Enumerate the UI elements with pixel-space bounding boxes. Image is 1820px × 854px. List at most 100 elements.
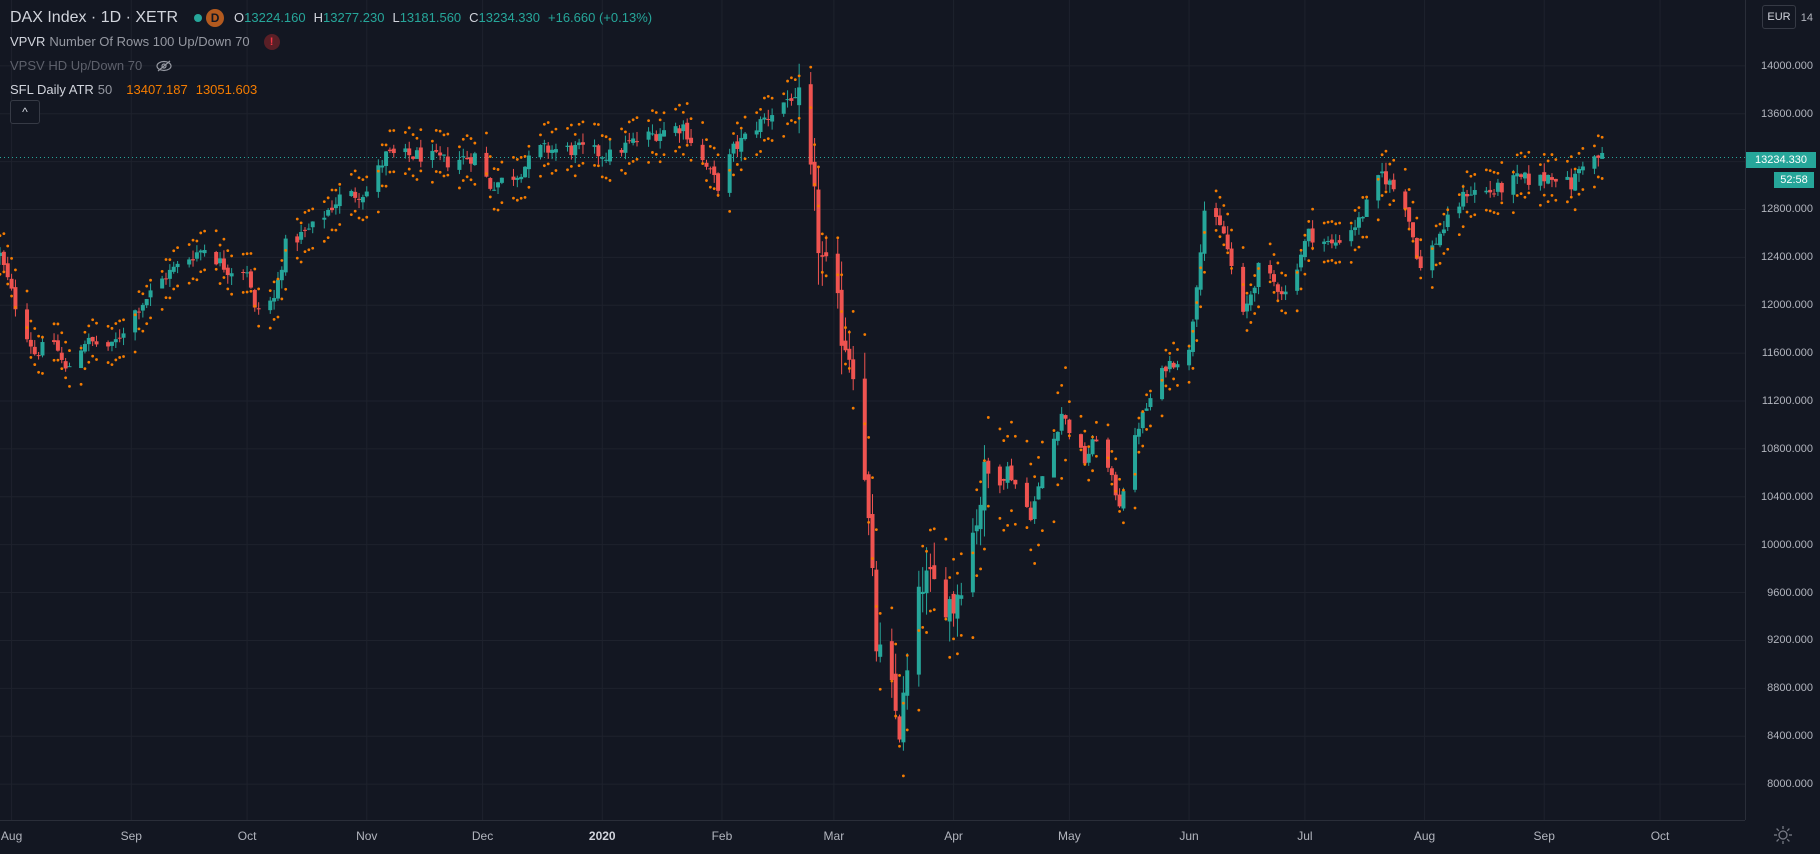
atr-upper-dot <box>1122 488 1125 492</box>
atr-upper-dot <box>1430 247 1434 251</box>
atr-upper-dot <box>678 103 681 107</box>
atr-lower-dot <box>1484 208 1488 212</box>
candle-body <box>1380 171 1385 174</box>
atr-upper-dot <box>488 155 492 158</box>
atr-lower-dot <box>554 169 558 172</box>
atr-upper-dot <box>176 246 179 249</box>
price-axis[interactable]: 14 14000.00013600.00013200.00012800.0001… <box>1745 0 1820 820</box>
candle-body <box>488 178 493 189</box>
candle-body <box>600 157 605 159</box>
candle-body <box>1221 226 1226 234</box>
atr-upper-dot <box>956 571 959 575</box>
symbol-title[interactable]: DAX Index · 1D · XETR <box>10 9 179 26</box>
atr-upper-dot <box>469 137 473 140</box>
candle-body <box>1 251 6 266</box>
atr-upper-dot <box>52 322 56 326</box>
time-axis[interactable]: Aug Sep Oct Nov Dec 2020 Feb Mar Apr May Jun Jul Aug… <box>0 820 1745 854</box>
atr-upper-dot <box>1064 366 1067 370</box>
atr-upper-dot <box>357 176 361 180</box>
candle-body <box>523 166 528 178</box>
atr-lower-dot <box>840 310 844 313</box>
candle-body <box>511 176 516 180</box>
atr-upper-dot <box>1257 267 1260 270</box>
candle-body <box>631 138 636 143</box>
atr-lower-dot <box>434 170 438 173</box>
atr-upper-dot <box>384 143 388 147</box>
atr-upper-dot <box>322 200 326 204</box>
atr-upper-dot <box>1542 153 1546 156</box>
candle-body <box>604 159 609 161</box>
candle-body <box>160 278 165 289</box>
atr-lower-dot <box>1322 260 1326 264</box>
atr-lower-dot <box>1079 448 1083 452</box>
atr-upper-dot <box>133 313 137 317</box>
price-tick-label: 8800.000 <box>1767 682 1813 695</box>
collapse-legend-button[interactable]: ^ <box>10 100 40 124</box>
atr-lower-dot <box>1523 195 1527 199</box>
atr-lower-dot <box>1581 188 1585 191</box>
atr-lower-dot <box>901 774 905 778</box>
atr-upper-dot <box>1434 224 1438 228</box>
vpsv-row[interactable]: VPSV HD Up/Down 70 <box>10 54 660 78</box>
data-delay-badge[interactable]: D <box>206 9 225 27</box>
atr-upper-dot <box>1214 189 1218 193</box>
atr-row[interactable]: SFL Daily ATR 50 13407.187 13051.603 <box>10 78 660 102</box>
atr-upper-dot <box>813 143 816 147</box>
candle-body <box>743 133 748 140</box>
atr-upper-dot <box>276 277 280 281</box>
atr-lower-dot <box>1434 263 1438 267</box>
atr-upper-dot <box>334 188 338 192</box>
candle-body <box>970 532 975 593</box>
price-chart[interactable] <box>0 0 1745 820</box>
atr-upper-dot <box>1176 348 1179 351</box>
currency-badge[interactable]: EUR <box>1762 5 1796 29</box>
atr-upper-dot <box>519 156 523 159</box>
vpsv-label[interactable]: VPSV HD Up/Down 70 <box>10 58 143 73</box>
gear-icon[interactable] <box>1772 824 1794 846</box>
atr-lower-dot <box>1573 208 1577 212</box>
atr-lower-dot <box>461 179 465 182</box>
atr-upper-dot <box>620 127 623 131</box>
atr-upper-dot <box>403 131 407 134</box>
atr-lower-dot <box>515 198 519 202</box>
atr-upper-dot <box>894 642 898 646</box>
atr-lower-dot <box>766 137 770 141</box>
eye-hidden-icon[interactable] <box>156 60 172 72</box>
atr-upper-dot <box>600 134 604 137</box>
candle-body <box>310 221 315 228</box>
atr-lower-dot <box>187 281 191 285</box>
atr-upper-dot <box>1500 161 1504 164</box>
atr-lower-dot <box>1033 562 1037 565</box>
candle-body <box>1117 494 1122 507</box>
atr-lower-dot <box>284 287 288 291</box>
symbol-row[interactable]: DAX Index · 1D · XETR D O 13224.160 H 1327… <box>10 6 660 30</box>
vpvr-row[interactable]: VPVR Number Of Rows 100 Up/Down 70 ! <box>10 30 660 54</box>
candle-body <box>1569 177 1574 190</box>
atr-lower-dot <box>122 355 125 358</box>
atr-lower-dot <box>566 168 569 172</box>
candle-body <box>1445 214 1450 228</box>
atr-lower-dot <box>357 216 361 220</box>
candle-body <box>1059 413 1064 431</box>
vpvr-name[interactable]: VPVR <box>10 34 46 49</box>
price-tick-label: 9200.000 <box>1767 634 1813 647</box>
atr-lower-dot <box>739 168 743 172</box>
atr-lower-dot <box>1145 428 1149 431</box>
candle-series <box>0 63 1605 751</box>
atr-upper-dot <box>199 231 203 235</box>
atr-lower-dot <box>871 557 874 560</box>
atr-name[interactable]: SFL Daily ATR <box>10 82 94 97</box>
time-tick-label: Oct <box>1650 829 1670 843</box>
warning-icon[interactable]: ! <box>263 34 280 50</box>
candle-body <box>360 197 365 203</box>
candle-body <box>492 189 497 191</box>
atr-lower-dot <box>6 282 10 286</box>
atr-lower-dot <box>1554 198 1558 202</box>
atr-lower-dot <box>573 174 577 178</box>
atr-lower-dot <box>1511 211 1515 215</box>
atr-lower-dot <box>523 195 527 199</box>
candle-body <box>1337 240 1342 243</box>
atr-lower-dot <box>338 223 342 226</box>
atr-lower-dot <box>546 162 550 166</box>
atr-lower-dot <box>295 256 299 260</box>
